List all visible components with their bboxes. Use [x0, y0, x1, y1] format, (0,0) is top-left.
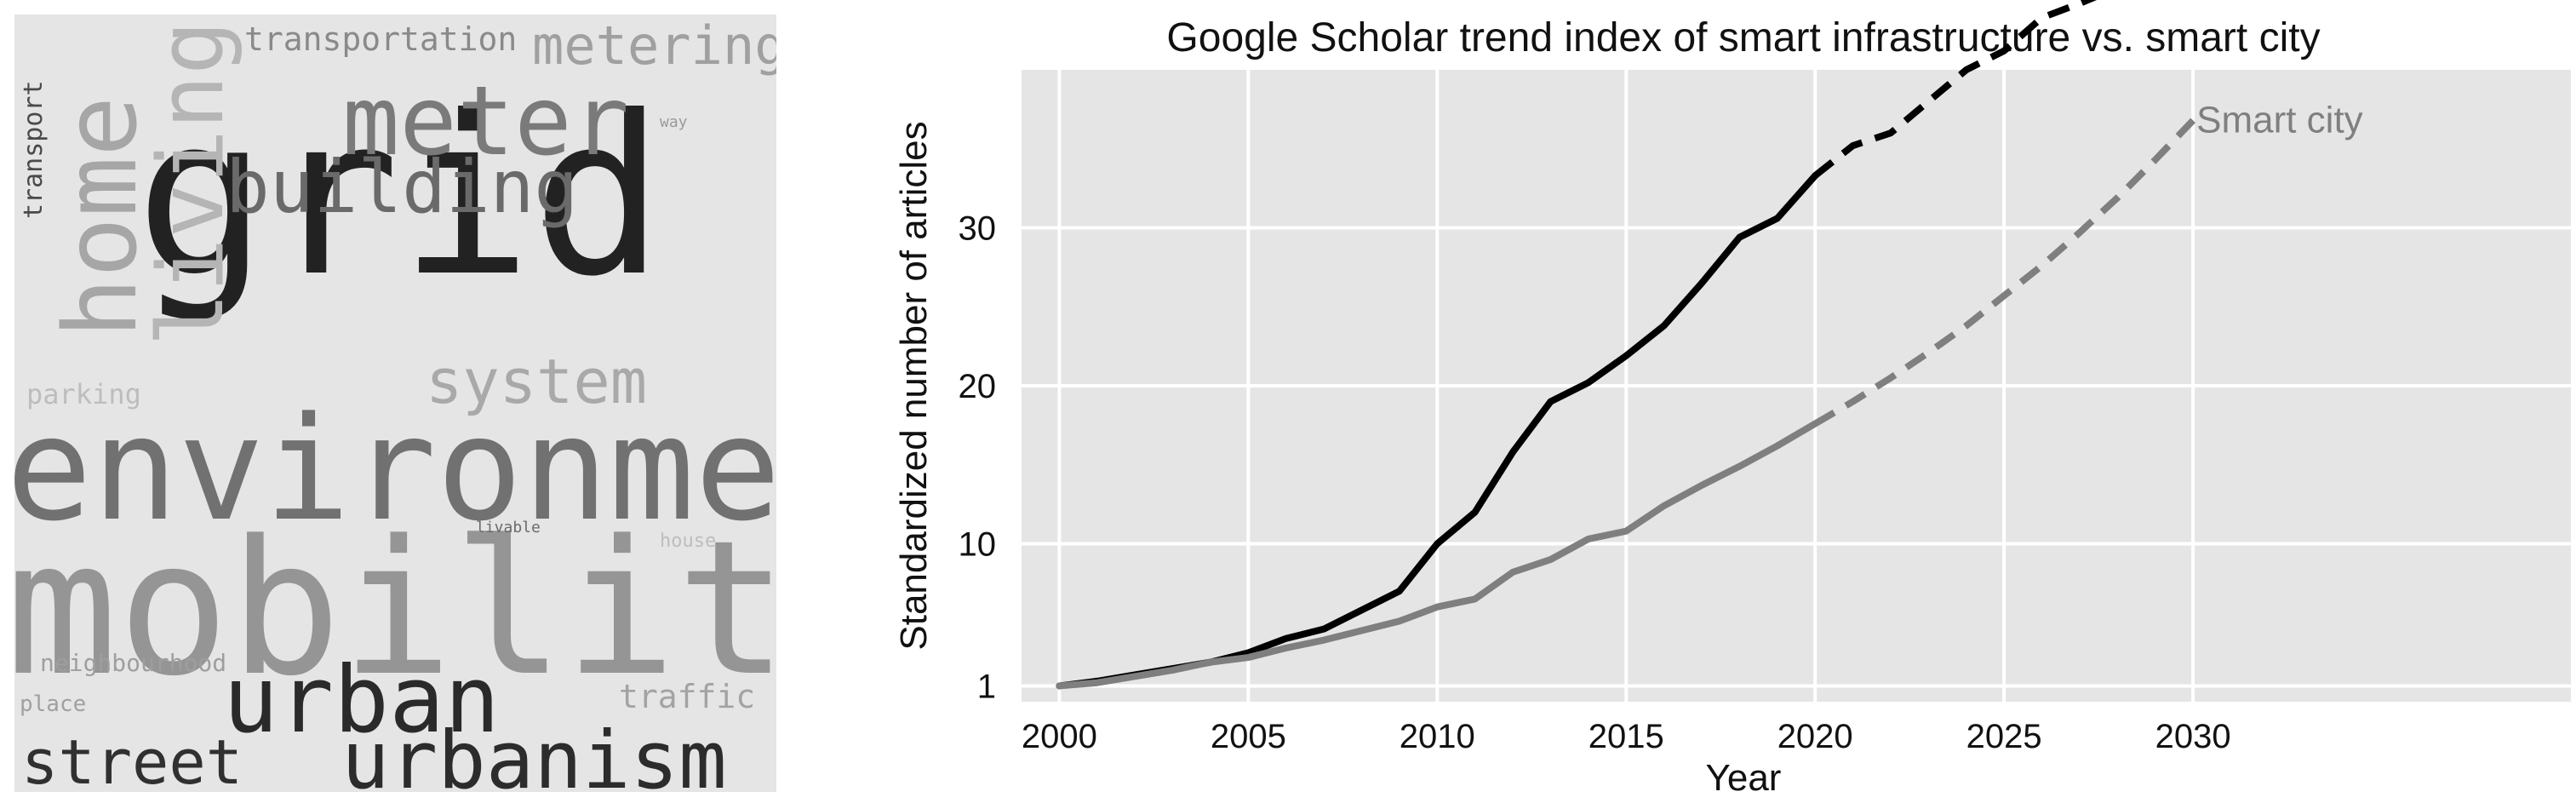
word-way: way	[660, 113, 688, 131]
series-projection-line	[1813, 118, 2195, 427]
word-house: house	[660, 531, 717, 552]
word-transportation: transportation	[244, 20, 518, 58]
word-parking: parking	[26, 378, 141, 410]
y-tick-label: 30	[959, 210, 997, 248]
trend-chart-svg: Google Scholar trend index of smart infr…	[893, 0, 2571, 799]
series-lines	[1056, 0, 2195, 690]
word-place: place	[20, 691, 87, 717]
word-transport: transport	[19, 80, 49, 219]
x-tick-label: 2000	[1022, 718, 1097, 755]
x-tick-label: 2010	[1400, 718, 1475, 755]
chart-title: Google Scholar trend index of smart infr…	[1166, 15, 2320, 60]
word-building: building	[226, 145, 579, 230]
word-environment: environment	[14, 386, 776, 553]
word-grid: grid	[135, 69, 665, 324]
grid-lines	[1022, 70, 2571, 702]
word-urban: urban	[223, 647, 501, 754]
word-living: living	[139, 20, 243, 347]
word-traffic: traffic	[619, 678, 756, 715]
y-tick-label: 10	[959, 526, 997, 564]
word-street: street	[21, 726, 243, 792]
word-urbanism: urbanism	[341, 714, 727, 793]
trend-chart: Google Scholar trend index of smart infr…	[851, 0, 2576, 809]
x-axis-label: Year	[1706, 757, 1782, 799]
word-home: home	[42, 95, 159, 338]
series-label: Smart city	[2196, 99, 2363, 141]
series-labels: Smart infrastructureSmart city	[2196, 99, 2363, 141]
word-mobility: mobility	[14, 502, 776, 717]
word-neighbourhood: neighbourhood	[40, 649, 227, 677]
word-cloud: grid environment mobility meter building…	[14, 14, 776, 792]
word-meter: meter	[342, 66, 630, 177]
word-metering: metering	[532, 14, 776, 77]
word-livable: livable	[476, 519, 541, 536]
y-axis-label: Standardized number of articles	[893, 121, 935, 650]
x-tick-label: 2030	[2155, 718, 2231, 755]
x-tick-label: 2025	[1966, 718, 2042, 755]
y-tick-label: 1	[977, 668, 996, 705]
x-tick-label: 2020	[1777, 718, 1853, 755]
word-system: system	[426, 346, 648, 417]
x-tick-label: 2015	[1589, 718, 1664, 755]
series-projection-line	[1812, 0, 2098, 179]
series-line	[1056, 420, 1819, 690]
y-tick-label: 20	[959, 368, 997, 405]
x-tick-label: 2005	[1211, 718, 1286, 755]
